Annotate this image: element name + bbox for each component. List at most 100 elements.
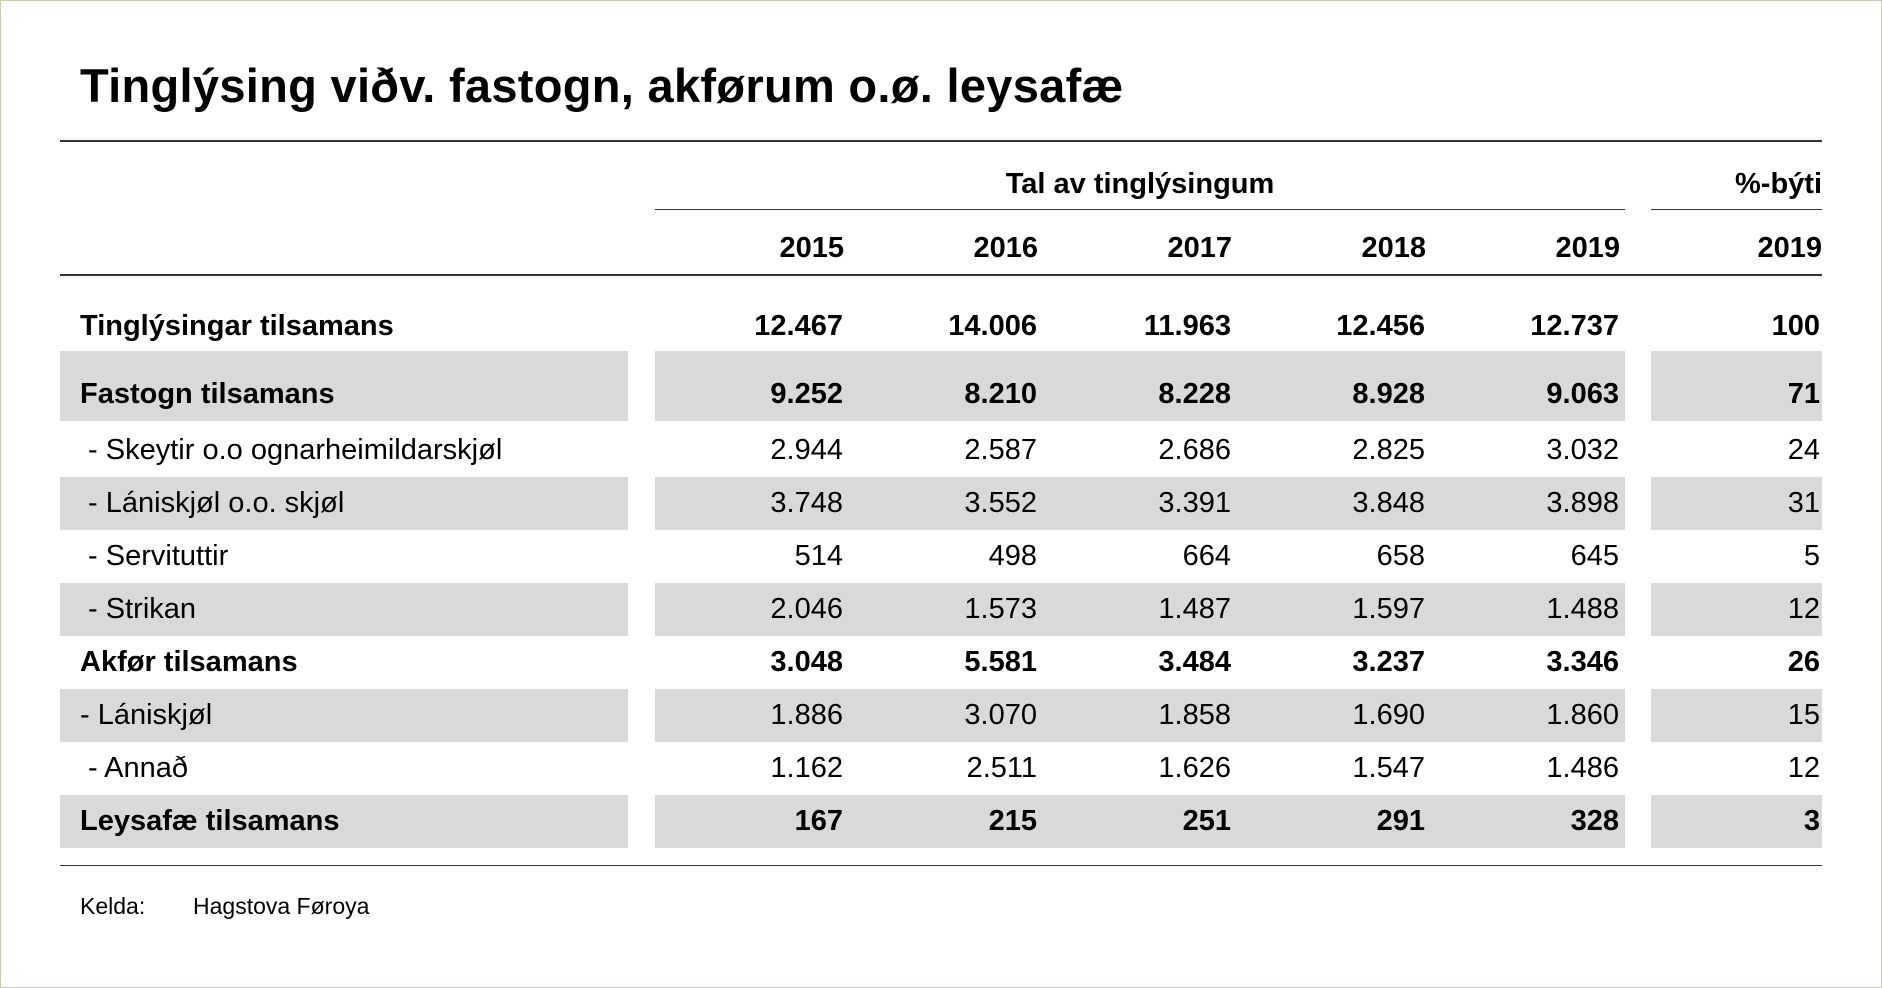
source-value: Hagstova Føroya — [193, 893, 370, 919]
value-cell: 11.963 — [1143, 310, 1231, 342]
value-cell: 12.456 — [1336, 310, 1425, 342]
row-band — [655, 477, 1625, 530]
value-cell: 3.391 — [1158, 487, 1231, 519]
group-share-rule — [1651, 209, 1822, 210]
share-cell: 12 — [1787, 752, 1820, 784]
group-header-share: %-býti — [1735, 168, 1822, 200]
row-band — [655, 689, 1625, 742]
value-cell: 14.006 — [948, 310, 1037, 342]
value-cell: 9.063 — [1546, 377, 1619, 410]
value-cell: 12.737 — [1530, 310, 1619, 342]
row-band — [655, 795, 1625, 848]
value-cell: 251 — [1182, 805, 1231, 837]
value-cell: 498 — [988, 540, 1037, 572]
value-cell: 3.032 — [1546, 434, 1619, 466]
value-cell: 1.626 — [1158, 752, 1231, 784]
row-label: Fastogn tilsamans — [80, 377, 335, 410]
row-band — [60, 689, 628, 742]
share-cell: 12 — [1787, 593, 1820, 625]
year-header: 2017 — [1167, 232, 1232, 264]
row-label: - Annað — [80, 752, 189, 784]
value-cell: 1.886 — [770, 699, 843, 731]
row-band — [1651, 477, 1822, 530]
row-band — [60, 795, 628, 848]
value-cell: 1.487 — [1158, 593, 1231, 625]
row-band — [1651, 689, 1822, 742]
row-label: Leysafæ tilsamans — [80, 805, 340, 837]
value-cell: 2.944 — [770, 434, 843, 466]
table-title: Tinglýsing viðv. fastogn, akførum o.ø. l… — [80, 59, 1124, 112]
value-cell: 1.573 — [964, 593, 1037, 625]
value-cell: 3.848 — [1352, 487, 1425, 519]
year-header: 2018 — [1361, 232, 1426, 264]
row-label: - Lániskjøl o.o. skjøl — [80, 487, 345, 519]
share-year-header: 2019 — [1757, 232, 1822, 264]
row-label: Tinglýsingar tilsamans — [80, 310, 394, 342]
value-cell: 5.581 — [964, 646, 1037, 678]
row-band — [60, 477, 628, 530]
share-cell: 100 — [1771, 310, 1820, 342]
share-cell: 71 — [1787, 377, 1820, 410]
header-rule — [60, 274, 1822, 276]
row-band — [655, 583, 1625, 636]
value-cell: 3.552 — [964, 487, 1037, 519]
value-cell: 1.858 — [1158, 699, 1231, 731]
group-counts-rule — [655, 209, 1625, 210]
share-cell: 26 — [1787, 646, 1820, 678]
value-cell: 1.860 — [1546, 699, 1619, 731]
value-cell: 645 — [1570, 540, 1619, 572]
row-band — [1651, 583, 1822, 636]
share-cell: 15 — [1787, 699, 1820, 731]
row-band — [1651, 795, 1822, 848]
value-cell: 3.070 — [964, 699, 1037, 731]
source-label: Kelda: — [80, 893, 146, 919]
row-band — [655, 351, 1625, 421]
bottom-rule — [60, 865, 1822, 866]
value-cell: 1.486 — [1546, 752, 1619, 784]
share-cell: 5 — [1803, 540, 1820, 572]
value-cell: 9.252 — [770, 377, 843, 410]
value-cell: 167 — [794, 805, 843, 837]
value-cell: 658 — [1376, 540, 1425, 572]
row-band — [60, 583, 628, 636]
row-label: - Strikan — [80, 593, 197, 625]
row-label: - Servituttir — [80, 540, 229, 572]
value-cell: 291 — [1376, 805, 1425, 837]
value-cell: 8.210 — [964, 377, 1037, 410]
title-rule — [60, 140, 1822, 142]
value-cell: 514 — [794, 540, 843, 572]
row-label: Akfør tilsamans — [80, 646, 298, 678]
value-cell: 1.488 — [1546, 593, 1619, 625]
value-cell: 1.162 — [770, 752, 843, 784]
row-band — [60, 351, 628, 421]
value-cell: 2.825 — [1352, 434, 1425, 466]
value-cell: 1.547 — [1352, 752, 1425, 784]
value-cell: 3.748 — [770, 487, 843, 519]
row-label: - Lániskjøl — [80, 699, 213, 731]
value-cell: 1.597 — [1352, 593, 1425, 625]
value-cell: 8.228 — [1158, 377, 1231, 410]
value-cell: 3.048 — [770, 646, 843, 678]
value-cell: 2.046 — [770, 593, 843, 625]
share-cell: 24 — [1787, 434, 1820, 466]
value-cell: 328 — [1570, 805, 1619, 837]
value-cell: 2.587 — [964, 434, 1037, 466]
value-cell: 3.237 — [1352, 646, 1425, 678]
row-band — [1651, 351, 1822, 421]
group-header-counts: Tal av tinglýsingum — [1005, 168, 1275, 200]
value-cell: 3.346 — [1546, 646, 1619, 678]
value-cell: 664 — [1182, 540, 1231, 572]
value-cell: 2.511 — [966, 752, 1037, 784]
value-cell: 215 — [988, 805, 1037, 837]
year-header: 2015 — [779, 232, 844, 264]
value-cell: 1.690 — [1352, 699, 1425, 731]
value-cell: 8.928 — [1352, 377, 1425, 410]
value-cell: 12.467 — [754, 310, 843, 342]
share-cell: 31 — [1787, 487, 1820, 519]
year-header: 2016 — [973, 232, 1038, 264]
year-header: 2019 — [1555, 232, 1620, 264]
value-cell: 3.898 — [1546, 487, 1619, 519]
value-cell: 2.686 — [1158, 434, 1231, 466]
value-cell: 3.484 — [1158, 646, 1231, 678]
row-label: - Skeytir o.o ognarheimildarskjøl — [80, 434, 503, 466]
